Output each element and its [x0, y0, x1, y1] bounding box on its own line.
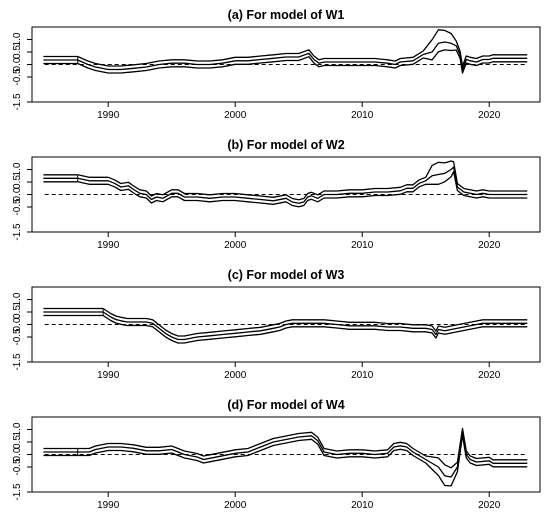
x-tick-label: 2020: [478, 370, 501, 381]
series-line: [102, 314, 528, 344]
panel-title: (c) For model of W3: [228, 268, 345, 282]
y-tick-label: -1.5: [12, 93, 23, 111]
y-tick-label: 0.0: [12, 187, 23, 201]
y-tick-label: 0.0: [12, 447, 23, 461]
y-tick-label: 0.5: [12, 45, 23, 59]
y-tick-label: -1.5: [12, 223, 23, 241]
panel-title: (d) For model of W4: [227, 398, 344, 412]
y-tick-label: 1.0: [12, 422, 23, 436]
y-tick-label: 0.0: [12, 317, 23, 331]
y-tick-label: -0.5: [12, 328, 23, 346]
y-tick-label: 1.0: [12, 32, 23, 46]
y-tick-label: -1.5: [12, 483, 23, 501]
x-tick-label: 1990: [97, 370, 120, 381]
y-tick-label: 0.5: [12, 175, 23, 189]
series-line: [102, 311, 528, 341]
y-tick-label: 1.0: [12, 162, 23, 176]
series-line: [77, 41, 528, 71]
x-tick-label: 2010: [351, 110, 374, 121]
x-tick-label: 2000: [224, 370, 247, 381]
series-line: [77, 166, 528, 204]
y-tick-label: -0.5: [12, 68, 23, 86]
x-tick-label: 2010: [351, 240, 374, 251]
panel-title: (a) For model of W1: [228, 8, 345, 22]
series-line: [77, 427, 528, 469]
x-tick-label: 2000: [224, 240, 247, 251]
y-tick-label: -0.5: [12, 458, 23, 476]
series-line: [77, 160, 528, 201]
x-tick-label: 2020: [478, 240, 501, 251]
series-line: [77, 434, 528, 487]
y-tick-label: 0.0: [12, 57, 23, 71]
x-tick-label: 2000: [224, 500, 247, 511]
y-tick-label: -0.5: [12, 198, 23, 216]
x-tick-label: 2010: [351, 370, 374, 381]
x-tick-label: 1990: [97, 500, 120, 511]
x-tick-label: 2010: [351, 500, 374, 511]
x-tick-label: 2020: [478, 110, 501, 121]
series-line: [77, 49, 528, 74]
panel-title: (b) For model of W2: [227, 138, 344, 152]
x-tick-label: 2000: [224, 110, 247, 121]
series-line: [102, 307, 528, 337]
y-tick-label: 0.5: [12, 435, 23, 449]
y-tick-label: 1.0: [12, 292, 23, 306]
x-tick-label: 1990: [97, 240, 120, 251]
y-tick-label: 0.5: [12, 305, 23, 319]
series-line: [77, 431, 528, 478]
x-tick-label: 1990: [97, 110, 120, 121]
y-tick-label: -1.5: [12, 353, 23, 371]
series-line: [77, 171, 528, 208]
x-tick-label: 2020: [478, 500, 501, 511]
